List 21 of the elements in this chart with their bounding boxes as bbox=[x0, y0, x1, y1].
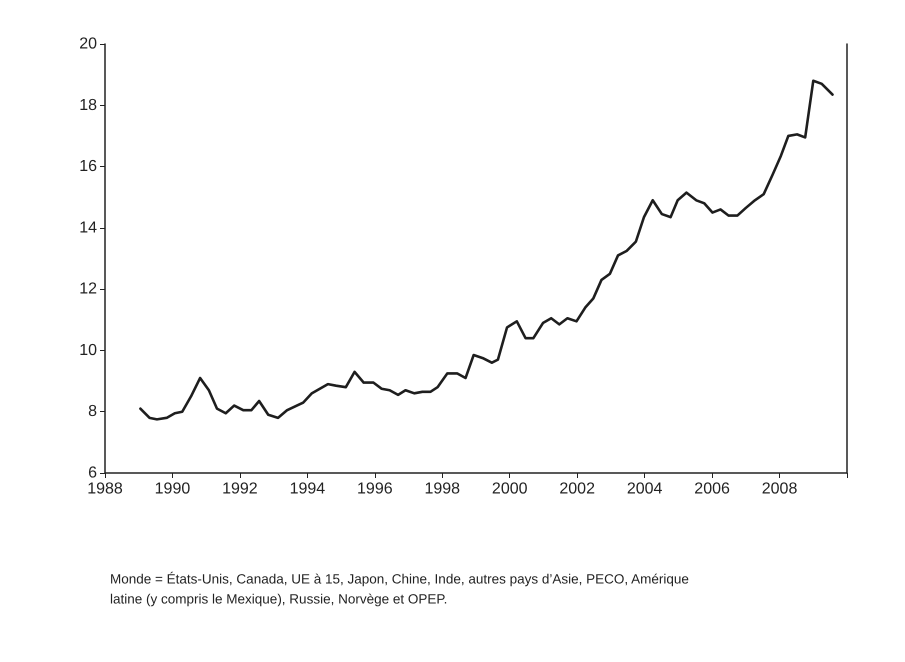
x-tick-label: 1996 bbox=[357, 480, 393, 498]
x-tick-label: 1988 bbox=[87, 480, 123, 498]
y-tick-label: 20 bbox=[79, 36, 98, 52]
x-tick-label: 2006 bbox=[694, 480, 730, 498]
y-tick-label: 12 bbox=[79, 280, 98, 298]
y-tick-label: 18 bbox=[79, 96, 98, 114]
x-tick-label: 1992 bbox=[222, 480, 258, 498]
x-tick-label: 1990 bbox=[154, 480, 190, 498]
y-tick-label: 10 bbox=[79, 342, 98, 359]
x-tick-label: 2008 bbox=[762, 480, 798, 498]
y-tick-label: 8 bbox=[88, 403, 98, 420]
x-tick-label: 2004 bbox=[626, 480, 663, 498]
y-tick-label: 16 bbox=[79, 158, 98, 176]
x-tick-label: 1998 bbox=[424, 480, 460, 498]
x-tick-label: 2000 bbox=[492, 480, 528, 498]
x-tick-label: 1994 bbox=[290, 480, 326, 498]
y-tick-label: 14 bbox=[79, 219, 98, 236]
x-tick-label: 2002 bbox=[559, 480, 596, 498]
line-series bbox=[139, 79, 834, 421]
y-tick-label: 6 bbox=[88, 464, 98, 482]
text: Monde = États-Unis, Canada, UE à 15, Japon, Chine, Inde, autres pays d’Asie, PECO, Amérique latine (y compris le Mexique), Russie, Norvège et OPEP. bbox=[110, 572, 693, 606]
